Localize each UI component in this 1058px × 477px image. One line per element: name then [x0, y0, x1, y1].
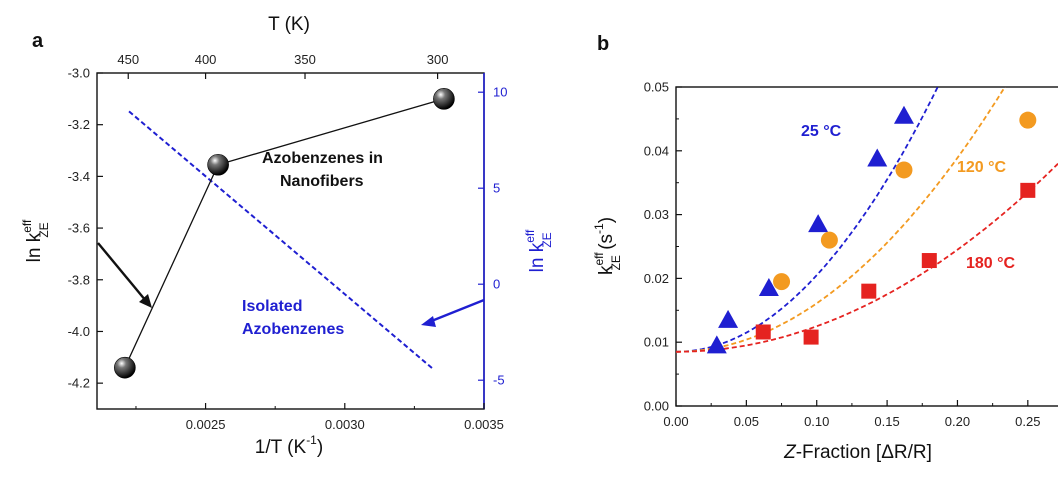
point-180c — [1020, 182, 1036, 198]
annotation-isolated-line2: Azobenzenes — [242, 321, 344, 338]
a-y2tick-label: 0 — [493, 277, 500, 292]
b-ytick-label: 0.05 — [644, 80, 669, 95]
point-25c — [893, 105, 914, 124]
point-120c — [895, 161, 913, 179]
point-120c — [1019, 111, 1037, 129]
b-xtick-label: 0.05 — [734, 414, 759, 429]
b-ytick-label: 0.02 — [644, 271, 669, 286]
panel-b-letter: b — [597, 33, 609, 55]
black-arrow-head — [139, 294, 152, 308]
a-xtick-label: 0.0030 — [325, 417, 365, 432]
nanofibers-point — [207, 153, 229, 176]
panel-a-plot — [114, 88, 455, 379]
panel-b-plot — [676, 87, 1058, 354]
panel-a-x-axis-label-close: ) — [317, 437, 323, 458]
point-25c — [706, 335, 727, 354]
a-toptick-label: 400 — [195, 52, 217, 67]
panel-b-y-axis-label-sub: ZE — [609, 255, 623, 270]
point-180c — [803, 329, 819, 345]
panel-a-x-axis-label-main: 1/T (K — [255, 437, 307, 458]
b-xtick-label: 0.15 — [874, 414, 899, 429]
b-xtick-label: 0.20 — [945, 414, 970, 429]
b-ytick-label: 0.01 — [644, 335, 669, 350]
panel-a-ticks: 0.0025 0.0030 0.0035 450 400 350 300 -3.0 -3.2 -3… — [68, 52, 508, 432]
panel-b-y-axis-label-sup: eff — [592, 252, 606, 266]
isolated-azobenzenes-line — [128, 110, 434, 370]
a-y2tick-label: 5 — [493, 181, 500, 196]
panel-b-y-axis-label-main: k — [596, 265, 617, 275]
b-xtick-label: 0.00 — [663, 414, 688, 429]
a-ytick-label: -3.8 — [68, 272, 90, 287]
legend-label-180c: 180 °C — [966, 255, 1016, 272]
point-180c — [861, 283, 877, 299]
panel-a-y2-axis-label-sub: ZE — [540, 232, 554, 247]
a-xtick-label: 0.0025 — [186, 417, 226, 432]
nanofibers-point — [433, 88, 455, 110]
panel-a-y-axis-label-main: ln k — [24, 232, 45, 262]
panel-b-y-axis-label-unit-close: ) — [596, 217, 617, 223]
a-ytick-label: -4.0 — [68, 324, 90, 339]
blue-arrow-shaft — [428, 298, 485, 324]
a-toptick-label: 350 — [294, 52, 316, 67]
black-arrow-shaft — [97, 242, 147, 302]
panel-b-ticks: 0.00 0.05 0.10 0.15 0.20 0.25 0.00 0.01 0.02 0.03… — [644, 80, 1041, 430]
panel-a-y2-axis-label-sup: eff — [523, 229, 537, 243]
point-180c — [755, 324, 771, 340]
top-axis-label: T (K) — [268, 14, 310, 35]
panel-a-y-axis-label-sub: ZE — [37, 222, 51, 237]
panel-a-x-axis-label: 1/T (K-1) — [255, 433, 323, 458]
fit-curve-2 — [676, 162, 1058, 353]
a-ytick-label: -3.2 — [68, 117, 90, 132]
b-ytick-label: 0.00 — [644, 399, 669, 414]
panel-b-y-axis-label-unit-sup: -1 — [592, 223, 606, 234]
a-ytick-label: -4.2 — [68, 376, 90, 391]
point-180c — [921, 253, 937, 269]
nanofibers-point — [114, 356, 136, 379]
fit-curve-1 — [676, 87, 1006, 353]
legend-label-120c: 120 °C — [957, 159, 1007, 176]
panel-a-frame — [96, 72, 485, 410]
b-ytick-label: 0.03 — [644, 207, 669, 222]
a-toptick-label: 300 — [427, 52, 449, 67]
annotation-nanofibers-line2: Nanofibers — [280, 173, 364, 190]
a-xtick-label: 0.0035 — [464, 417, 504, 432]
panel-a-y-axis-label-sup: eff — [20, 219, 34, 233]
panel-b-x-axis-label-rest: -Fraction [ΔR/R] — [796, 442, 932, 463]
b-ytick-label: 0.04 — [644, 143, 669, 158]
b-xtick-label: 0.10 — [804, 414, 829, 429]
panel-b: b 0.00 0.05 0.10 0.15 0.20 0.250.000.010.020.… — [592, 33, 1058, 463]
panel-a-y2-axis-label-main: ln k — [527, 242, 548, 272]
panel-b-y-axis-label-unit: (s — [596, 234, 617, 255]
panel-a-letter: a — [32, 30, 44, 52]
a-ytick-label: -3.4 — [68, 169, 90, 184]
panel-b-x-axis-label: Z-Fraction [ΔR/R] — [783, 442, 932, 463]
panel-a-x-axis-label-sup: -1 — [306, 433, 317, 447]
a-ytick-label: -3.0 — [68, 66, 90, 81]
panel-b-x-axis-label-italic: Z — [783, 442, 797, 463]
panel-a-y2-axis-label: ln keff ZE — [523, 229, 554, 272]
legend-label-25c: 25 °C — [801, 123, 842, 140]
point-25c — [758, 277, 779, 296]
a-ytick-label: -3.6 — [68, 221, 90, 236]
blue-arrow-head — [421, 316, 436, 327]
fit-curve-0 — [676, 87, 939, 353]
panel-a-y-axis-label: ln keff ZE — [20, 219, 51, 262]
b-xtick-label: 0.25 — [1015, 414, 1040, 429]
annotation-nanofibers-line1: Azobenzenes in — [262, 150, 383, 167]
a-toptick-label: 450 — [117, 52, 139, 67]
panel-b-frame — [675, 86, 1058, 407]
panel-b-y-axis-label: keff ZE (s-1) — [592, 217, 623, 275]
a-y2tick-label: -5 — [493, 373, 505, 388]
annotation-isolated-line1: Isolated — [242, 298, 302, 315]
panel-a: a 0.0025 0.0030 0.0035 450 400 350 300 -3.0 -3.2… — [20, 14, 554, 458]
a-y2tick-label: 10 — [493, 85, 507, 100]
point-25c — [718, 309, 739, 328]
point-120c — [820, 231, 838, 249]
point-25c — [867, 148, 888, 167]
point-120c — [773, 273, 791, 291]
point-25c — [808, 214, 829, 233]
